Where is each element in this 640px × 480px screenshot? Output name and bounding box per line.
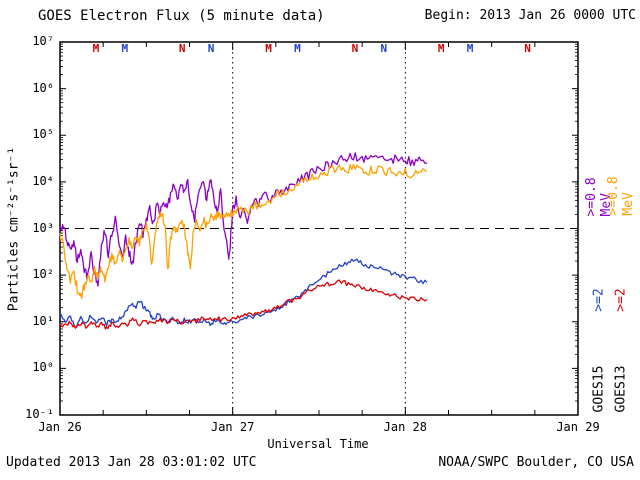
legend-goes13-sat: GOES13 (613, 365, 629, 413)
series-goes13-0.8-mev (59, 163, 428, 299)
midnight-marker: M (121, 42, 129, 55)
y-tick-label: 10⁻¹ (25, 407, 54, 421)
noon-marker: N (380, 42, 388, 55)
x-tick-label: Jan 29 (556, 420, 600, 434)
y-tick-label: 10⁵ (32, 127, 54, 142)
series-goes15-2-mev (59, 258, 428, 329)
noon-marker: N (351, 42, 359, 55)
x-tick-label: Jan 27 (210, 420, 255, 434)
plot-frame (59, 41, 579, 416)
y-tick-label: 10⁰ (32, 360, 54, 375)
updated-timestamp: Updated 2013 Jan 28 03:01:02 UTC (6, 455, 257, 470)
chart-title: GOES Electron Flux (5 minute data) (38, 8, 325, 24)
credit-label: NOAA/SWPC Boulder, CO USA (438, 455, 634, 470)
begin-label: Begin: 2013 Jan 26 0000 UTC (424, 8, 636, 23)
y-tick-label: 10³ (32, 220, 54, 235)
midnight-marker: M (92, 42, 100, 55)
noon-marker: N (524, 42, 531, 55)
legend-goes15-sat: GOES15 (591, 365, 607, 413)
y-tick-label: 10⁶ (32, 80, 54, 95)
x-axis-label: Universal Time (267, 437, 369, 451)
midnight-marker: M (294, 42, 301, 55)
legend-goes13-e2: >=2 (613, 288, 629, 312)
midnight-marker: M (437, 42, 445, 55)
midnight-marker: M (466, 42, 474, 55)
y-tick-label: 10¹ (32, 313, 54, 328)
midnight-marker: M (265, 42, 272, 55)
noon-marker: N (178, 42, 186, 55)
x-tick-label: Jan 28 (383, 420, 428, 434)
legend-goes13-e08: >=0.8 MeV (606, 176, 636, 216)
y-tick-label: 10⁴ (32, 173, 54, 188)
x-tick-label: Jan 26 (38, 420, 82, 434)
noon-marker: N (207, 42, 215, 55)
legend-goes15-e2: >=2 (591, 288, 607, 312)
y-tick-label: 10² (32, 267, 54, 282)
series-goes13-2-mev (59, 279, 428, 330)
y-tick-label: 10⁷ (32, 34, 54, 48)
